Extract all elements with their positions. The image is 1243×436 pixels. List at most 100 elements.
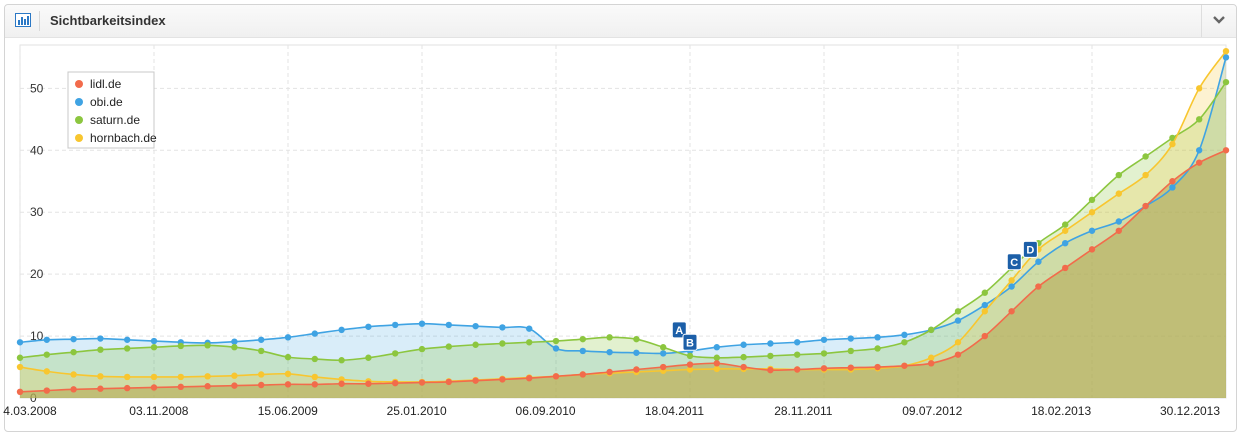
data-point bbox=[365, 323, 372, 330]
x-tick-label: 30.12.2013 bbox=[1160, 404, 1220, 418]
data-point bbox=[606, 368, 613, 376]
data-point bbox=[231, 372, 238, 379]
data-point bbox=[794, 339, 801, 346]
data-point bbox=[472, 322, 479, 330]
data-point bbox=[204, 373, 211, 380]
data-point bbox=[1169, 134, 1176, 142]
event-marker-box bbox=[671, 321, 687, 339]
data-point bbox=[231, 338, 238, 345]
data-point bbox=[445, 321, 452, 329]
data-point bbox=[231, 382, 238, 389]
data-point bbox=[928, 360, 935, 367]
data-point bbox=[16, 339, 24, 346]
data-point bbox=[97, 373, 104, 380]
legend-marker bbox=[75, 116, 83, 124]
data-point bbox=[1142, 202, 1149, 210]
data-point bbox=[1062, 227, 1069, 234]
header-divider bbox=[39, 11, 40, 31]
data-point bbox=[472, 377, 479, 384]
data-point bbox=[97, 346, 104, 353]
data-point bbox=[418, 379, 426, 386]
data-point bbox=[981, 332, 988, 340]
data-point bbox=[1062, 221, 1069, 228]
data-point bbox=[43, 387, 50, 394]
y-tick-label: 30 bbox=[30, 205, 44, 219]
data-point bbox=[1142, 153, 1149, 160]
data-point bbox=[258, 381, 265, 389]
data-point bbox=[1222, 78, 1230, 86]
series-area-lidl-de bbox=[20, 150, 1226, 398]
data-point bbox=[338, 380, 345, 387]
data-point bbox=[928, 354, 935, 361]
data-point bbox=[713, 354, 720, 361]
collapse-button[interactable] bbox=[1201, 5, 1236, 37]
data-point bbox=[526, 374, 533, 382]
x-tick-label: 4.03.2008 bbox=[3, 404, 57, 418]
event-marker-box bbox=[1006, 253, 1022, 271]
data-point bbox=[1115, 190, 1123, 197]
data-point bbox=[392, 379, 399, 387]
data-point bbox=[713, 365, 720, 373]
data-point bbox=[740, 353, 747, 361]
data-point bbox=[97, 385, 104, 392]
data-point bbox=[901, 331, 908, 339]
data-point bbox=[767, 352, 774, 360]
legend-marker bbox=[75, 98, 83, 106]
data-point bbox=[16, 354, 24, 361]
data-point bbox=[579, 347, 586, 355]
data-point bbox=[1088, 196, 1096, 204]
x-tick-label: 28.11.2011 bbox=[774, 404, 833, 418]
data-point bbox=[660, 363, 667, 371]
data-point bbox=[338, 326, 345, 334]
y-tick-label: 40 bbox=[30, 143, 44, 157]
bar-chart-icon bbox=[15, 13, 31, 27]
data-point bbox=[1196, 159, 1203, 166]
legend-label: saturn.de bbox=[90, 113, 140, 127]
data-point bbox=[365, 354, 372, 361]
data-point bbox=[579, 335, 586, 343]
data-point bbox=[258, 347, 265, 355]
data-point bbox=[713, 344, 720, 351]
data-point bbox=[767, 366, 774, 374]
event-marker-label: B bbox=[686, 337, 694, 349]
data-point bbox=[740, 341, 747, 348]
data-point bbox=[284, 353, 292, 361]
event-marker-d: D bbox=[1022, 240, 1038, 258]
series-line-lidl-de bbox=[19, 149, 1227, 393]
data-point bbox=[231, 344, 238, 351]
y-tick-label: 20 bbox=[30, 267, 44, 281]
data-point bbox=[499, 340, 506, 347]
data-point bbox=[1196, 85, 1203, 92]
data-point bbox=[713, 360, 720, 367]
data-point bbox=[258, 336, 265, 343]
data-point bbox=[1115, 227, 1123, 234]
event-marker-a: A bbox=[671, 321, 687, 339]
data-point bbox=[874, 334, 881, 341]
data-point bbox=[1088, 246, 1096, 253]
data-point bbox=[1222, 147, 1230, 154]
data-point bbox=[70, 348, 77, 356]
legend-label: obi.de bbox=[90, 95, 123, 109]
data-point bbox=[1142, 171, 1149, 179]
data-point bbox=[606, 334, 613, 341]
data-point bbox=[124, 373, 131, 381]
data-point bbox=[901, 362, 908, 369]
data-point bbox=[338, 357, 345, 364]
legend: lidl.de obi.de saturn.de hornbach.de bbox=[67, 71, 157, 149]
data-point bbox=[981, 301, 988, 309]
data-point bbox=[1115, 218, 1123, 225]
data-point bbox=[1008, 283, 1015, 290]
data-point bbox=[660, 344, 667, 351]
data-point bbox=[820, 336, 828, 343]
data-point bbox=[954, 308, 962, 315]
data-point bbox=[311, 373, 318, 381]
y-tick-label: 50 bbox=[30, 81, 44, 95]
data-point bbox=[97, 335, 104, 342]
data-point bbox=[150, 384, 158, 391]
data-point bbox=[820, 350, 828, 357]
data-point bbox=[392, 321, 399, 329]
legend-label: hornbach.de bbox=[90, 131, 157, 145]
data-point bbox=[767, 340, 774, 347]
data-point bbox=[740, 363, 747, 371]
